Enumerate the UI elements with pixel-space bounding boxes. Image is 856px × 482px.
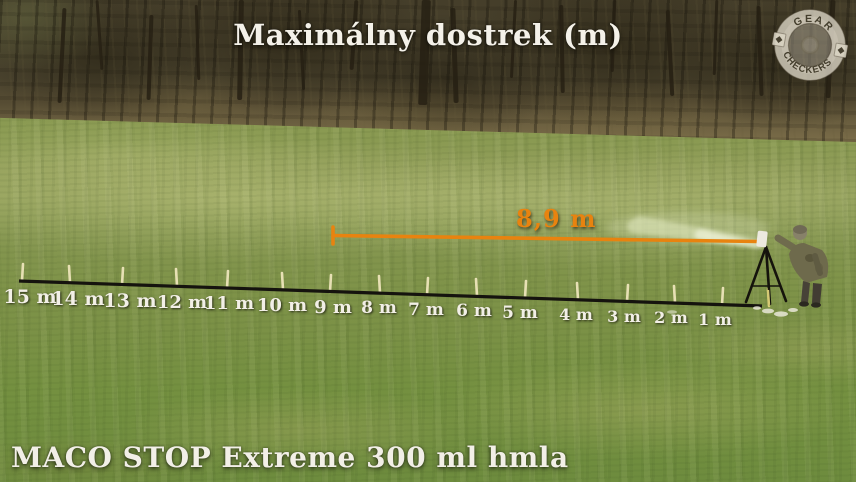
video-title: Maximálny dostrek (m) xyxy=(233,18,623,52)
measure-line-bar xyxy=(331,233,761,244)
person-arm xyxy=(812,253,823,276)
tree-line xyxy=(0,0,856,142)
distance-label: 6 m xyxy=(456,301,492,321)
distance-label: 8 m xyxy=(361,298,397,318)
logo-center-emblem xyxy=(800,35,820,55)
distance-peg xyxy=(120,266,125,287)
person-torso xyxy=(789,243,829,283)
distance-peg xyxy=(523,279,528,300)
distance-label: 4 m xyxy=(559,305,593,324)
logo-star-icon xyxy=(837,47,845,54)
distance-peg xyxy=(575,281,580,302)
distance-label: 2 m xyxy=(654,308,688,327)
person-shoe xyxy=(811,302,821,308)
spray-can xyxy=(756,230,768,248)
gear-checkers-logo: GEAR CHECKERS xyxy=(771,8,849,82)
person xyxy=(774,225,829,308)
distance-label: 14 m xyxy=(51,288,105,310)
distance-label: 12 m xyxy=(156,292,208,313)
person-leg xyxy=(812,283,822,304)
distance-peg xyxy=(20,262,25,283)
distance-peg xyxy=(474,277,479,298)
distance-label: 15 m xyxy=(3,286,57,308)
tripod xyxy=(744,245,788,306)
distance-peg xyxy=(67,264,72,285)
marker-peg xyxy=(766,289,771,306)
measurement-value: 8,9 m xyxy=(516,204,597,233)
distance-label: 9 m xyxy=(314,297,352,318)
distance-peg xyxy=(672,284,677,305)
distance-peg xyxy=(720,286,725,307)
person-cap xyxy=(793,225,807,234)
person-leg xyxy=(801,281,810,303)
distance-peg xyxy=(280,271,285,292)
product-caption: MACO STOP Extreme 300 ml hmla xyxy=(11,441,569,474)
logo-star-icon xyxy=(775,36,783,43)
distance-peg xyxy=(174,267,179,288)
distance-label: 3 m xyxy=(607,307,641,326)
distance-label: 11 m xyxy=(203,293,255,314)
distance-peg xyxy=(328,273,333,294)
measure-line xyxy=(331,225,761,246)
distance-label: 1 m xyxy=(698,310,732,329)
ground-debris xyxy=(667,306,798,317)
distance-peg xyxy=(425,276,430,297)
distance-peg xyxy=(377,274,382,295)
distance-pegs xyxy=(20,262,771,308)
distance-label: 5 m xyxy=(502,303,538,323)
distance-peg xyxy=(225,269,230,290)
scale-line xyxy=(18,279,763,308)
distance-label: 13 m xyxy=(103,290,157,312)
person-shoe xyxy=(799,301,809,307)
distance-label: 10 m xyxy=(256,295,308,316)
distance-label: 7 m xyxy=(408,300,444,320)
distance-peg xyxy=(625,283,630,304)
